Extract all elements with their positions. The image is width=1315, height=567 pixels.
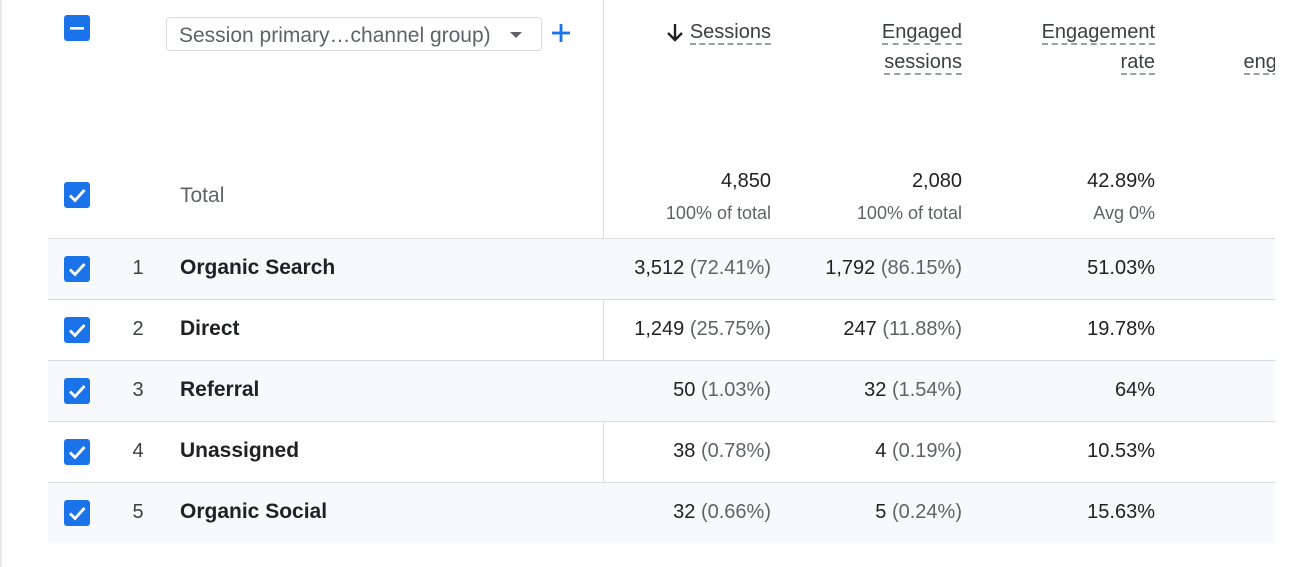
table-row[interactable]: 5 Organic Social 32 (0.66%) 5 (0.24%) 15… (48, 482, 1275, 543)
select-all-checkbox[interactable] (64, 15, 90, 41)
column-header-label-line2: rate (1120, 51, 1155, 75)
row-channel-name[interactable]: Organic Social (180, 500, 328, 523)
row-engagement-rate-cell: 64% (1114, 379, 1155, 401)
channel-report-table: Session primary…channel group) Sessions … (48, 0, 1275, 543)
column-header-label-line2: enga (1243, 51, 1275, 75)
row-index: 5 (132, 501, 144, 523)
row-channel-name[interactable]: Organic Search (180, 256, 336, 279)
total-row-checkbox[interactable] (64, 182, 90, 208)
row-checkbox[interactable] (64, 500, 90, 526)
table-row[interactable]: 2 Direct 1,249 (25.75%) 247 (11.88%) 19.… (48, 299, 1275, 360)
sessions-percent: (0.78%) (700, 440, 771, 462)
row-engaged-sessions-cell: 4 (0.19%) (788, 440, 962, 463)
check-icon (69, 446, 86, 460)
table-row[interactable]: 3 Referral 50 (1.03%) 32 (1.54%) 64% (48, 360, 1275, 421)
row-engaged-sessions-cell: 247 (11.88%) (788, 318, 962, 341)
page-left-border (0, 0, 2, 567)
row-index: 1 (132, 257, 144, 279)
column-header-engaged-sessions[interactable]: Engaged sessions (808, 17, 962, 77)
engaged-sessions-percent: (1.54%) (891, 379, 962, 401)
engaged-sessions-percent: (0.24%) (891, 501, 962, 523)
row-engagement-rate-cell: 10.53% (1087, 440, 1155, 462)
column-header-label-line1: Engaged (881, 21, 962, 45)
sessions-percent: (1.03%) (700, 379, 771, 401)
row-engagement-rate-cell: 19.78% (1087, 318, 1155, 340)
check-icon (69, 385, 86, 399)
arrow-down-icon (666, 23, 683, 42)
total-label: Total (180, 184, 225, 207)
dimension-dropdown[interactable]: Session primary…channel group) (166, 17, 542, 51)
sessions-value: 1,249 (634, 318, 685, 340)
sessions-percent: (25.75%) (689, 318, 771, 340)
total-engagement-rate-value: 42.89% (1087, 170, 1155, 192)
row-checkbox[interactable] (64, 378, 90, 404)
engaged-sessions-value: 4 (875, 440, 887, 462)
row-index: 2 (132, 318, 144, 340)
row-engaged-sessions-cell: 5 (0.24%) (788, 501, 962, 524)
engaged-sessions-percent: (86.15%) (880, 257, 962, 279)
column-header-engagement-rate[interactable]: Engagement rate (998, 17, 1155, 77)
total-engagement-rate-average: Avg 0% (1093, 203, 1155, 223)
row-engaged-sessions-cell: 1,792 (86.15%) (788, 257, 962, 280)
row-index: 4 (132, 440, 144, 462)
check-icon (69, 324, 86, 338)
row-index: 3 (132, 379, 144, 401)
row-sessions-cell: 32 (0.66%) (608, 501, 771, 524)
sessions-percent: (72.41%) (689, 257, 771, 279)
check-icon (69, 189, 86, 203)
row-engagement-rate-cell: 51.03% (1087, 257, 1155, 279)
row-sessions-cell: 1,249 (25.75%) (608, 318, 771, 341)
add-dimension-plus-icon[interactable] (550, 22, 572, 44)
row-engaged-sessions-cell: 32 (1.54%) (788, 379, 962, 402)
sessions-percent: (0.66%) (700, 501, 771, 523)
row-sessions-cell: 50 (1.03%) (608, 379, 771, 402)
engaged-sessions-value: 32 (864, 379, 887, 401)
column-header-label: Sessions (689, 21, 771, 45)
sessions-value: 50 (673, 379, 696, 401)
engaged-sessions-percent: (11.88%) (882, 318, 962, 340)
column-header-avg-engagement-time[interactable]: A enga t (1208, 17, 1275, 107)
total-sessions-value: 4,850 (720, 170, 771, 192)
sessions-value: 32 (673, 501, 696, 523)
row-sessions-cell: 3,512 (72.41%) (608, 257, 771, 280)
row-channel-name[interactable]: Referral (180, 378, 260, 401)
column-header-avg-engagement-time-clip: A enga t (1208, 17, 1275, 117)
dimension-dropdown-label: Session primary…channel group) (179, 24, 491, 47)
column-header-label-line1: Engagement (1041, 21, 1155, 45)
minus-icon (70, 27, 84, 30)
total-engaged-sessions-share: 100% of total (856, 203, 962, 223)
engaged-sessions-value: 5 (875, 501, 887, 523)
row-channel-name[interactable]: Unassigned (180, 439, 300, 462)
sessions-value: 3,512 (634, 257, 685, 279)
table-row[interactable]: 1 Organic Search 3,512 (72.41%) 1,792 (8… (48, 238, 1275, 299)
row-checkbox[interactable] (64, 317, 90, 343)
row-sessions-cell: 38 (0.78%) (608, 440, 771, 463)
column-header-sessions[interactable]: Sessions (608, 17, 771, 47)
column-header-label-line2: sessions (884, 51, 962, 75)
engaged-sessions-value: 1,792 (825, 257, 876, 279)
row-channel-name[interactable]: Direct (180, 317, 240, 340)
caret-down-icon (510, 32, 522, 38)
total-sessions-share: 100% of total (665, 203, 771, 223)
engaged-sessions-value: 247 (843, 318, 877, 340)
row-checkbox[interactable] (64, 439, 90, 465)
sessions-value: 38 (673, 440, 696, 462)
check-icon (69, 263, 86, 277)
table-row[interactable]: 4 Unassigned 38 (0.78%) 4 (0.19%) 10.53% (48, 421, 1275, 482)
row-checkbox[interactable] (64, 256, 90, 282)
check-icon (69, 507, 86, 521)
total-engaged-sessions-value: 2,080 (911, 170, 962, 192)
row-engagement-rate-cell: 15.63% (1087, 501, 1155, 523)
engaged-sessions-percent: (0.19%) (891, 440, 962, 462)
